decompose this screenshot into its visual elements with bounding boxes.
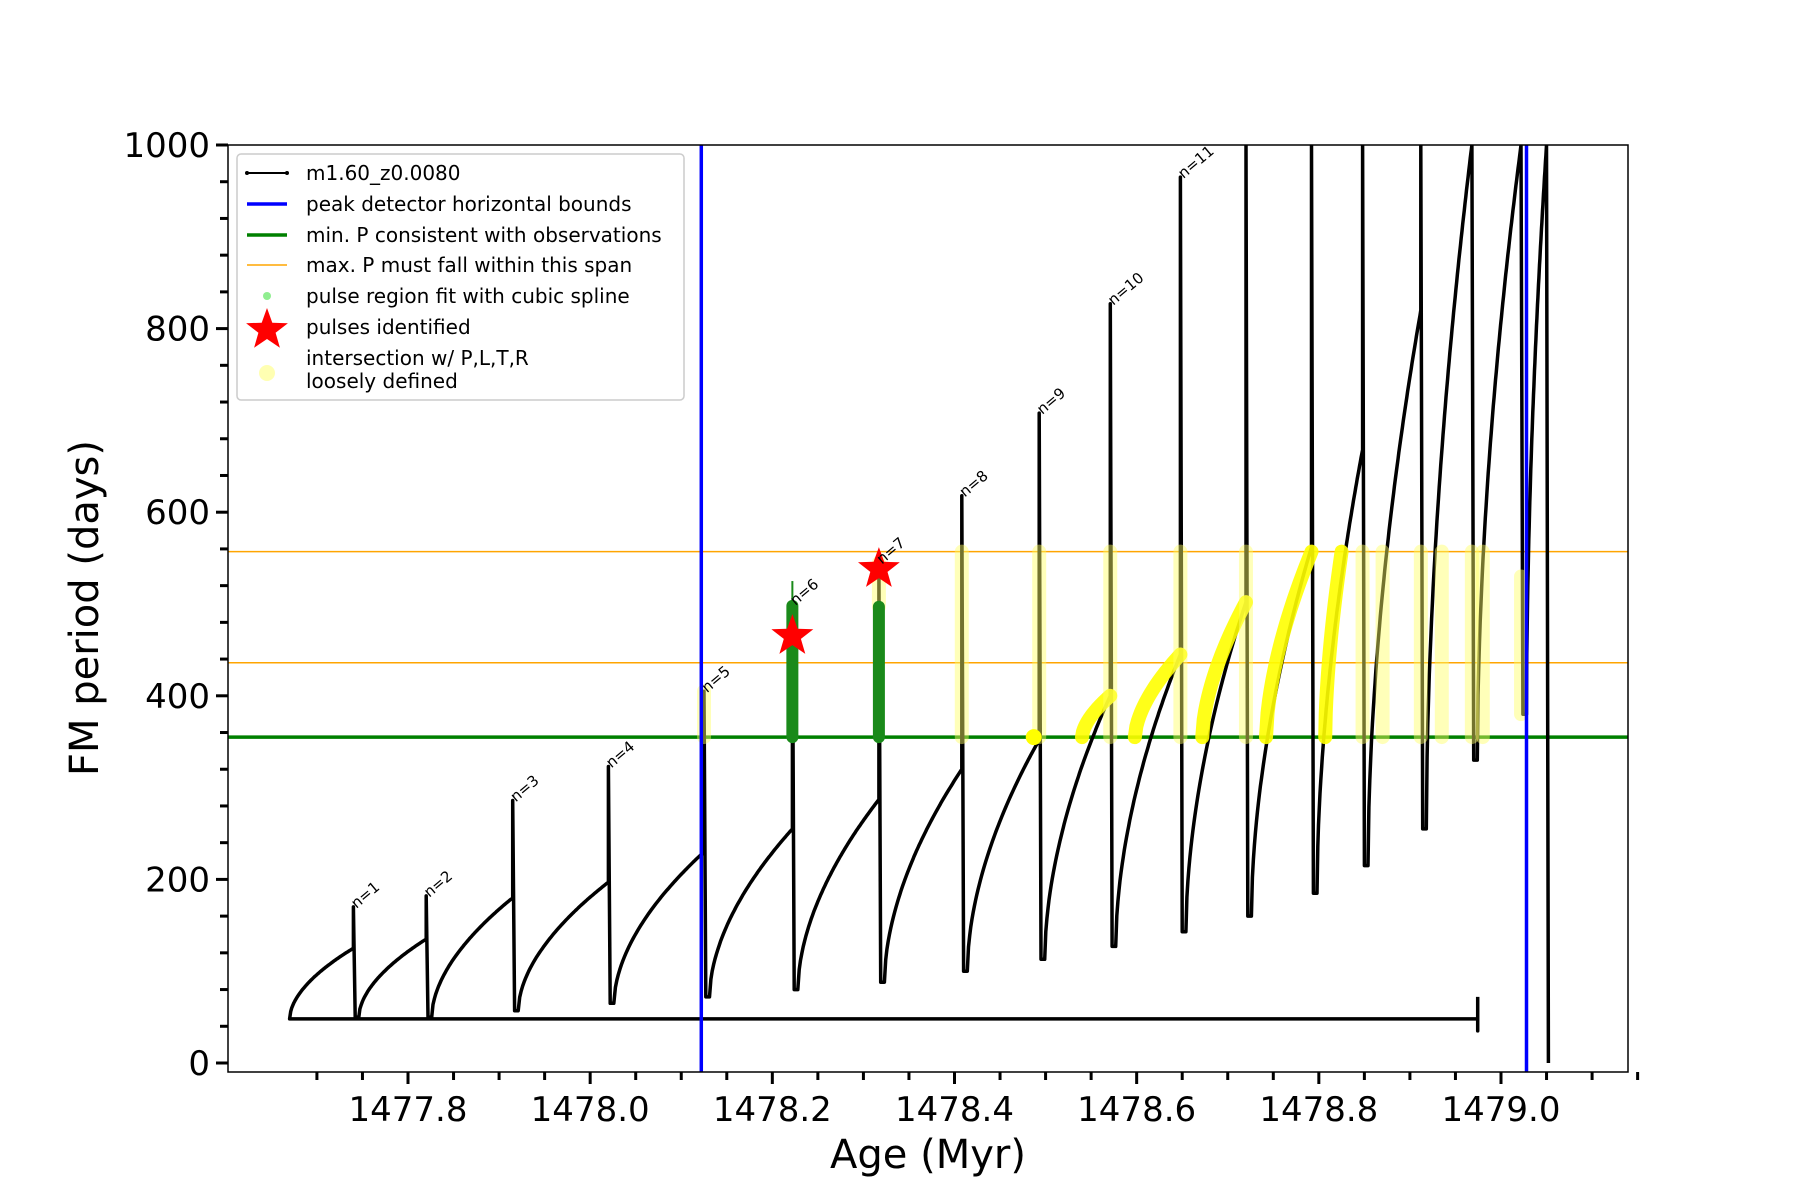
yellow-arc-0 xyxy=(1075,688,1118,745)
x-axis-label: Age (Myr) xyxy=(830,1132,1026,1178)
legend-entry-1: peak detector horizontal bounds xyxy=(247,192,632,216)
x-tick-label-6: 1479.0 xyxy=(1442,1090,1561,1130)
yellow-arc-4 xyxy=(1318,544,1349,745)
legend-entry-5: pulses identified xyxy=(246,308,471,348)
plot-content xyxy=(228,145,1628,1072)
x-tick-label-5: 1478.8 xyxy=(1259,1090,1378,1130)
legend-entry-3: max. P must fall within this span xyxy=(247,253,632,277)
y-tick-label-4: 800 xyxy=(145,310,210,350)
x-tick-label-2: 1478.2 xyxy=(713,1090,832,1130)
yellow-point-0 xyxy=(1025,729,1042,746)
legend-swatch-4 xyxy=(263,292,271,300)
legend-label-4: pulse region fit with cubic spline xyxy=(306,284,630,308)
x-tick-label-4: 1478.6 xyxy=(1077,1090,1196,1130)
x-tick-label-1: 1478.0 xyxy=(531,1090,650,1130)
legend-label-6-line2: loosely defined xyxy=(306,369,458,393)
legend-box xyxy=(236,153,685,401)
legend-swatch-6 xyxy=(259,365,275,381)
y-tick-label-3: 600 xyxy=(145,493,210,533)
pulse-label-9: n=10 xyxy=(1104,269,1147,309)
legend-entry-4: pulse region fit with cubic spline xyxy=(263,284,630,308)
legend-label-3: max. P must fall within this span xyxy=(306,253,632,277)
legend-swatch-5 xyxy=(246,308,288,348)
pulse-label-10: n=11 xyxy=(1174,142,1217,182)
pulse-star-0 xyxy=(771,614,814,654)
legend-label-6: intersection w/ P,L,T,R xyxy=(306,346,529,370)
yellow-arc-2 xyxy=(1195,595,1253,745)
legend-label-0: m1.60_z0.0080 xyxy=(306,161,461,185)
legend-label-5: pulses identified xyxy=(306,315,471,339)
y-tick-label-0: 0 xyxy=(188,1044,210,1084)
legend-entry-2: min. P consistent with observations xyxy=(247,223,662,247)
y-tick-label-1: 200 xyxy=(145,860,210,900)
yellow-arc-1 xyxy=(1127,647,1188,745)
y-tick-label-5: 1000 xyxy=(123,126,210,166)
x-tick-label-0: 1477.8 xyxy=(349,1090,468,1130)
y-tick-label-2: 400 xyxy=(145,677,210,717)
pulse-star-1 xyxy=(858,547,900,587)
legend-entry-0: m1.60_z0.0080 xyxy=(245,161,461,185)
x-axis: 1477.8 1478.0 1478.2 1478.4 1478.6 1478.8 1479… xyxy=(315,1072,1640,1130)
y-axis: 0 200 400 600 800 1000 xyxy=(123,126,228,1084)
legend-label-2: min. P consistent with observations xyxy=(306,223,662,247)
legend-marker xyxy=(245,171,249,175)
plot-frame xyxy=(227,144,1629,1073)
legend-marker xyxy=(285,171,289,175)
x-tick-label-3: 1478.4 xyxy=(895,1090,1014,1130)
legend-label-1: peak detector horizontal bounds xyxy=(306,192,632,216)
y-axis-label: FM period (days) xyxy=(62,440,108,776)
yellow-arc-3 xyxy=(1259,544,1319,745)
